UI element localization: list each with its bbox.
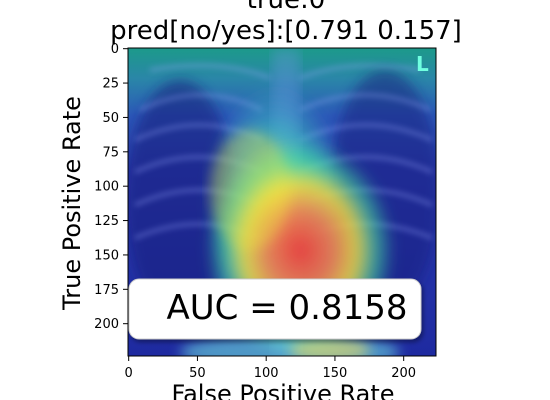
y-tick-label: 25 [102, 77, 119, 92]
x-tick-label: 150 [323, 366, 348, 381]
y-tick-label: 0 [111, 42, 119, 57]
x-tick-label: 200 [391, 366, 416, 381]
auc-text: AUC = 0.8158 [167, 288, 408, 328]
x-tick-label: 0 [125, 366, 133, 381]
y-tick-label: 75 [102, 145, 119, 160]
y-tick-label: 175 [94, 283, 119, 298]
y-axis: 0 25 50 75 100 125 150 175 200 [94, 42, 128, 332]
corner-marker: L [416, 52, 429, 76]
x-axis: 0 50 100 150 200 [125, 356, 416, 381]
auc-annotation: AUC = 0.8158 [128, 278, 422, 340]
x-tick-label: 50 [189, 366, 206, 381]
y-tick-label: 50 [102, 111, 119, 126]
y-axis-label: True Positive Rate [58, 96, 86, 311]
x-axis-label: False Positive Rate [171, 380, 394, 400]
y-tick-label: 200 [94, 317, 119, 332]
y-tick-label: 150 [94, 248, 119, 263]
plot-frame [127, 47, 437, 357]
chart-title-line1: true:0 [247, 0, 326, 15]
y-tick-label: 125 [94, 214, 119, 229]
x-tick-label: 100 [254, 366, 279, 381]
y-tick-label: 100 [94, 180, 119, 195]
chart-title-line2: pred[no/yes]:[0.791 0.157] [110, 16, 462, 46]
